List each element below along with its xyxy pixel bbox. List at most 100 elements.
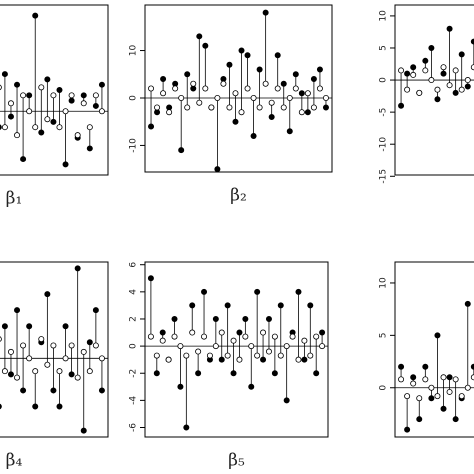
open-point (277, 352, 284, 359)
open-point (236, 356, 243, 363)
filled-point (458, 51, 465, 58)
y-tick-label: -15 (379, 169, 389, 184)
filled-point (98, 81, 105, 88)
filled-point (160, 76, 167, 83)
open-point (286, 94, 293, 101)
filled-point (277, 302, 284, 309)
filled-point (428, 44, 435, 51)
filled-point (56, 87, 63, 94)
y-tick-label: -2 (129, 369, 139, 378)
panel: -15 -10 -5 0 5 10 (379, 4, 474, 184)
open-point (260, 329, 267, 336)
y-tick-label: -10 (129, 138, 139, 153)
open-point (224, 352, 231, 359)
open-point (0, 336, 2, 342)
open-point (44, 116, 51, 123)
filled-point (428, 395, 435, 402)
panel: -10 0 10 β₂ (129, 4, 333, 206)
open-point (208, 104, 215, 111)
y-tick-label: -10 (379, 137, 389, 152)
open-point (313, 333, 320, 340)
filled-point (265, 315, 272, 322)
open-point (434, 86, 441, 93)
open-point (183, 352, 190, 359)
filled-point (268, 113, 275, 120)
open-point (404, 393, 411, 400)
open-point (283, 343, 290, 350)
open-point (268, 99, 275, 106)
filled-point (398, 102, 405, 109)
open-point (160, 90, 167, 97)
open-point (80, 100, 87, 107)
open-point (271, 333, 278, 340)
filled-point (92, 102, 99, 109)
open-point (20, 92, 27, 99)
open-point (446, 388, 453, 395)
open-point (92, 92, 99, 99)
filled-point (274, 52, 281, 59)
filled-point (242, 315, 249, 322)
y-tick-label: 10 (379, 277, 389, 289)
open-point (92, 342, 99, 349)
open-point (256, 104, 263, 111)
open-point (434, 393, 441, 400)
y-tick-label: 10 (129, 45, 139, 57)
open-point (38, 336, 45, 343)
filled-point (248, 383, 255, 390)
open-point (446, 82, 453, 89)
filled-point (286, 128, 293, 135)
open-point (74, 132, 81, 139)
open-point (452, 376, 459, 383)
filled-point (159, 329, 166, 336)
open-point (7, 348, 14, 355)
filled-point (464, 300, 471, 307)
filled-point (1, 71, 8, 78)
open-point (218, 329, 225, 336)
open-point (1, 124, 8, 131)
open-point (212, 343, 219, 350)
filled-point (74, 265, 81, 272)
filled-point (14, 81, 21, 88)
plot-frame (144, 4, 333, 173)
open-point (301, 337, 308, 344)
filled-point (98, 387, 105, 394)
open-point (206, 352, 213, 359)
filled-point (148, 123, 155, 130)
plot-frame (0, 4, 109, 176)
panel-title: β₄ (6, 451, 23, 471)
open-point (172, 85, 179, 92)
panel-title: β₅ (228, 451, 245, 471)
open-point (248, 343, 255, 350)
filled-point (446, 25, 453, 32)
filled-point (304, 109, 311, 116)
filled-point (410, 64, 417, 71)
filled-point (256, 66, 263, 73)
filled-point (20, 156, 27, 163)
open-point (254, 352, 261, 359)
filled-point (422, 363, 429, 370)
open-point (458, 393, 465, 400)
filled-point (464, 83, 471, 90)
open-point (398, 376, 405, 383)
open-point (440, 64, 447, 71)
filled-point (452, 89, 459, 96)
y-tick-label: 5 (379, 45, 389, 51)
open-point (153, 352, 160, 359)
open-point (298, 109, 305, 116)
open-point (422, 67, 429, 74)
y-tick-label: 0 (129, 343, 139, 349)
open-point (464, 77, 471, 84)
open-point (304, 90, 311, 97)
filled-point (80, 92, 87, 99)
filled-point (238, 47, 245, 54)
open-point (189, 329, 196, 336)
y-tick-label: -6 (129, 423, 139, 432)
open-point (80, 348, 87, 355)
open-point (32, 368, 39, 375)
panel: 0 5 10 (379, 261, 474, 438)
filled-point (313, 370, 320, 377)
filled-point (250, 132, 257, 139)
y-tick-label: 5 (379, 332, 389, 338)
filled-point (310, 76, 317, 83)
plot-frame (144, 261, 329, 438)
